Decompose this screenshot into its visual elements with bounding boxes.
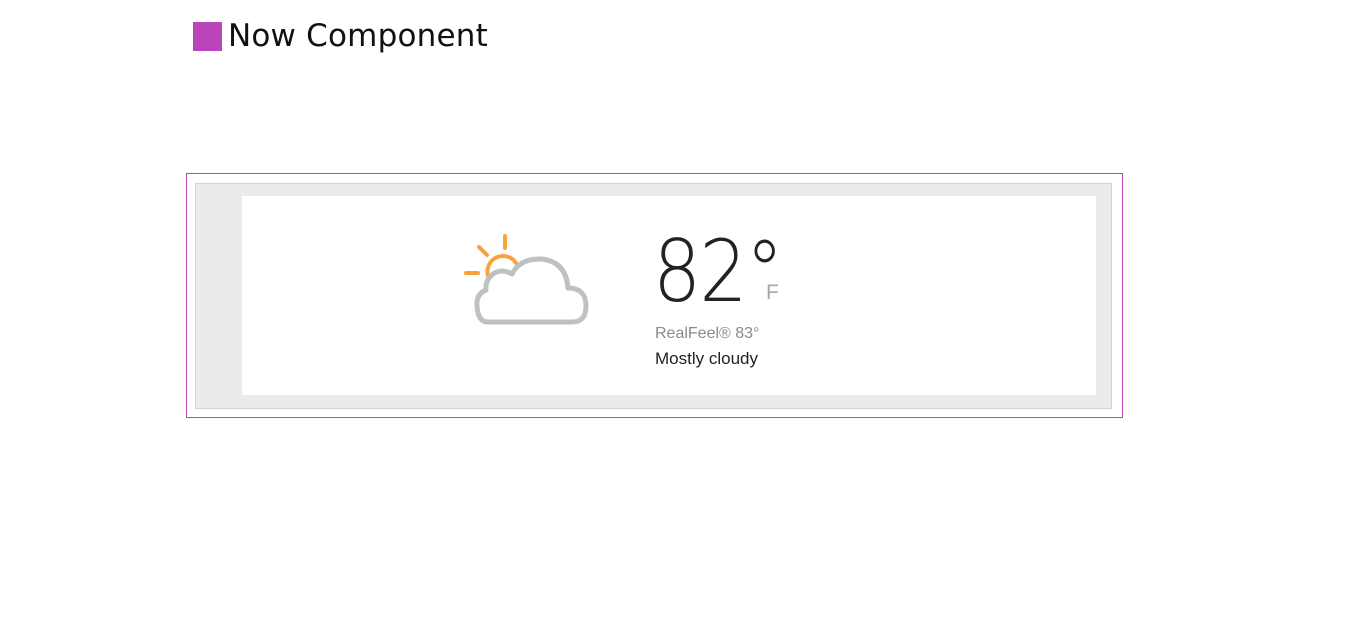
component-frame <box>186 173 1123 418</box>
realfeel-text: RealFeel® 83° <box>655 325 760 342</box>
temperature-unit: F <box>766 281 779 304</box>
partly-sunny-cloud-icon <box>464 234 589 325</box>
page-title: Now Component <box>228 18 488 54</box>
weather-phrase: Mostly cloudy <box>655 349 758 368</box>
weather-card <box>242 196 1096 395</box>
component-header: Now Component <box>193 16 488 56</box>
temperature-value: 82° <box>653 222 784 322</box>
color-swatch <box>193 21 222 51</box>
